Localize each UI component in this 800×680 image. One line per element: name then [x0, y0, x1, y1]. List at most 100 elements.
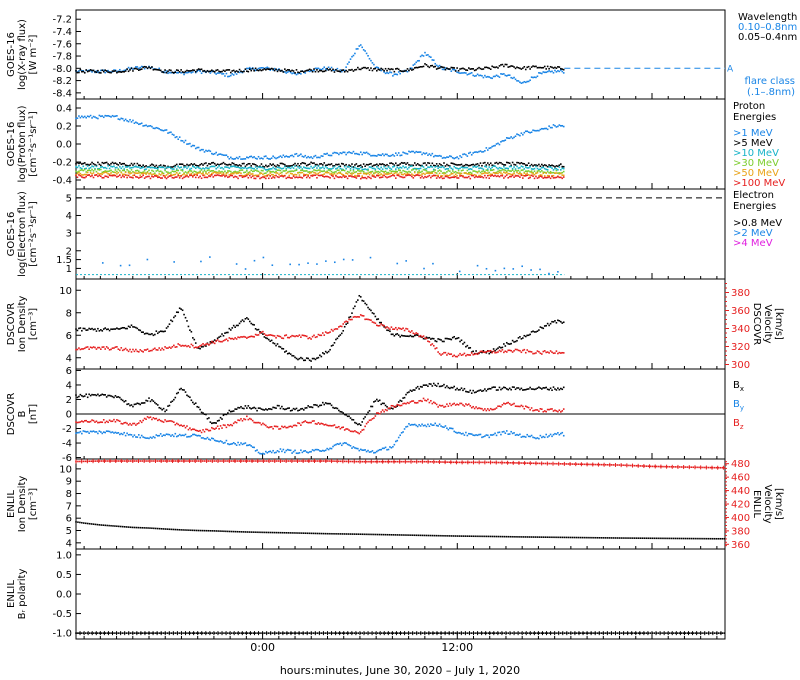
data-point [522, 133, 524, 136]
data-point [231, 165, 234, 168]
data-point [275, 174, 277, 177]
data-point [316, 263, 318, 265]
data-point [492, 145, 495, 147]
data-point [301, 334, 304, 337]
data-point [271, 264, 274, 267]
data-point [184, 426, 187, 429]
data-point [175, 346, 178, 348]
data-point [101, 393, 104, 396]
data-point [522, 405, 524, 408]
data-point [390, 172, 393, 174]
data-point [383, 171, 385, 173]
data-point [211, 152, 213, 155]
data-point [373, 175, 375, 178]
data-point [183, 345, 185, 347]
data-point [457, 157, 460, 160]
data-point [336, 167, 339, 169]
data-point [266, 165, 269, 168]
data-point [133, 403, 136, 406]
data-point [447, 405, 450, 407]
data-point [498, 386, 501, 389]
data-point [91, 174, 93, 177]
data-point [533, 177, 536, 180]
data-point [162, 434, 165, 436]
data-point [376, 318, 378, 321]
data-point [98, 71, 101, 74]
data-point [418, 66, 420, 68]
data-point [273, 164, 276, 167]
data-point [485, 267, 488, 270]
data-point [422, 65, 425, 68]
y-tick-label: -8.0 [52, 64, 72, 75]
data-point [257, 421, 260, 424]
data-point [352, 430, 355, 433]
data-point [489, 434, 492, 436]
data-point [380, 448, 382, 451]
data-point [460, 166, 463, 168]
data-point [208, 70, 210, 73]
data-point [320, 170, 323, 173]
data-point [470, 68, 473, 70]
data-point [535, 172, 537, 175]
data-point [299, 532, 301, 534]
data-point [313, 334, 315, 337]
data-point [450, 173, 453, 175]
data-point [312, 532, 315, 535]
data-point [482, 168, 485, 171]
data-point [503, 171, 505, 174]
data-point [285, 334, 288, 336]
data-point [79, 421, 82, 423]
data-point [119, 70, 121, 73]
data-point [338, 425, 340, 428]
data-point [235, 444, 238, 447]
data-point [422, 172, 425, 175]
data-point [459, 175, 461, 177]
data-point [127, 350, 130, 353]
data-point [288, 156, 290, 158]
data-point [244, 405, 247, 407]
data-point [282, 348, 285, 350]
data-point [92, 172, 95, 174]
data-point [551, 175, 553, 178]
data-point [551, 126, 553, 129]
data-point [311, 69, 314, 72]
data-point [454, 337, 457, 340]
data-point [362, 66, 365, 69]
data-point [516, 66, 518, 69]
data-point [413, 67, 416, 69]
data-point [97, 69, 99, 72]
data-point [98, 524, 101, 526]
data-point [421, 423, 423, 426]
data-point [560, 163, 562, 165]
data-point [373, 63, 375, 66]
data-point [190, 174, 193, 177]
data-point [254, 174, 257, 177]
data-point [107, 164, 109, 167]
data-point [235, 338, 238, 340]
data-point [504, 403, 507, 405]
data-point [104, 327, 107, 329]
data-point [346, 151, 349, 154]
data-point [186, 172, 188, 174]
data-point [377, 68, 380, 71]
data-point [146, 166, 149, 169]
data-point [392, 75, 394, 77]
data-point [327, 168, 330, 170]
data-point [102, 346, 105, 348]
data-point [135, 326, 137, 329]
data-point [346, 173, 349, 175]
data-point [522, 349, 524, 352]
data-point [336, 176, 339, 178]
data-point [111, 170, 114, 173]
data-point [162, 129, 165, 132]
data-point [300, 73, 302, 75]
data-point [349, 315, 352, 318]
y-tick-label: 10 [59, 464, 72, 475]
data-point [197, 166, 200, 169]
data-point [343, 321, 346, 323]
data-point [472, 434, 474, 437]
data-point [237, 441, 239, 444]
data-point [400, 167, 403, 169]
data-point [520, 132, 523, 134]
data-point [327, 163, 330, 166]
